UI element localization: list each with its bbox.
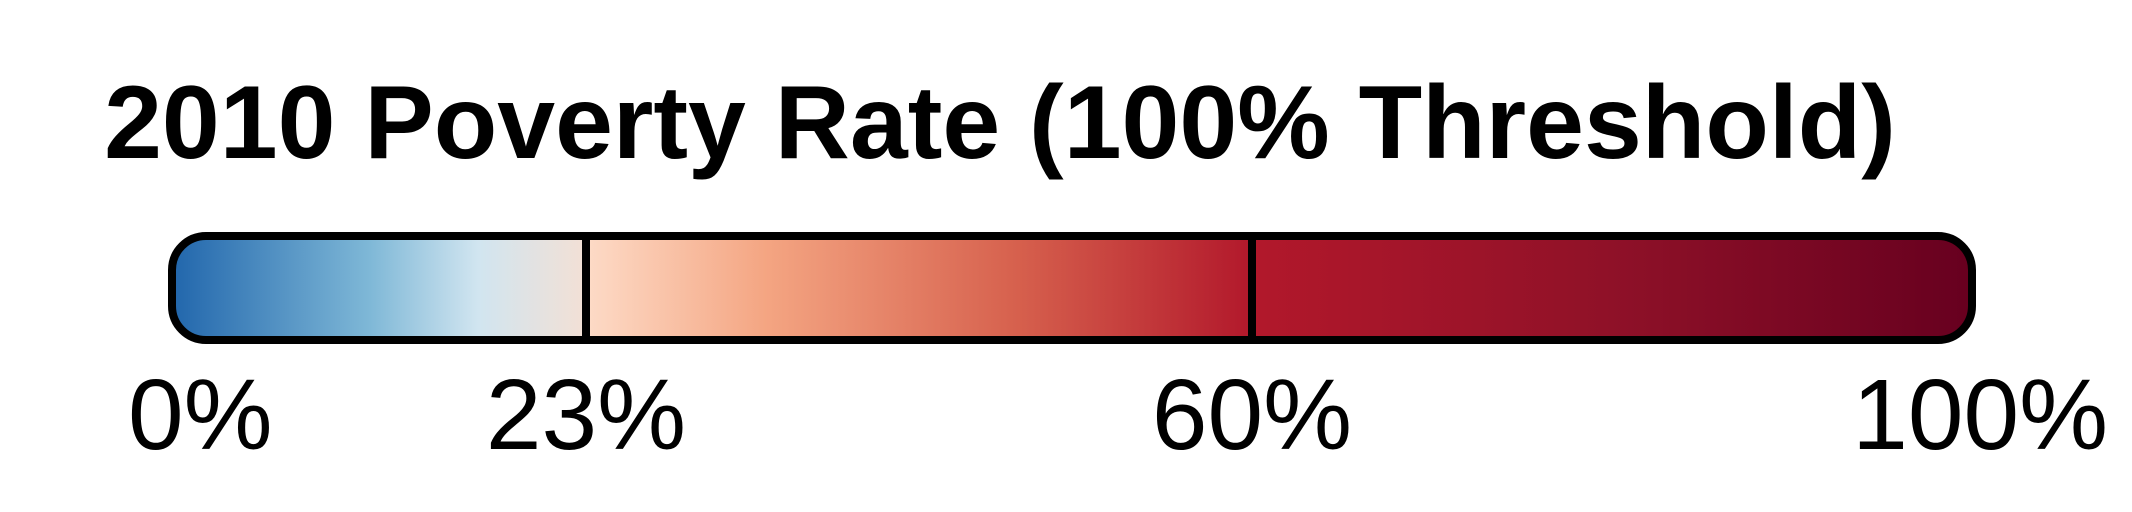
color-bar	[168, 232, 1976, 344]
tick-label-60: 60%	[1152, 359, 1352, 471]
legend-title: 2010 Poverty Rate (100% Threshold)	[104, 65, 1896, 181]
color-bar-outline	[168, 232, 1976, 344]
color-bar-fill	[172, 236, 1972, 340]
tick-label-100: 100%	[1852, 359, 2108, 471]
tick-label-0: 0%	[128, 359, 273, 471]
color-bar-dividers	[582, 236, 1256, 340]
tick-labels: 0% 23% 60% 100%	[128, 359, 2108, 471]
tick-label-23: 23%	[486, 359, 686, 471]
